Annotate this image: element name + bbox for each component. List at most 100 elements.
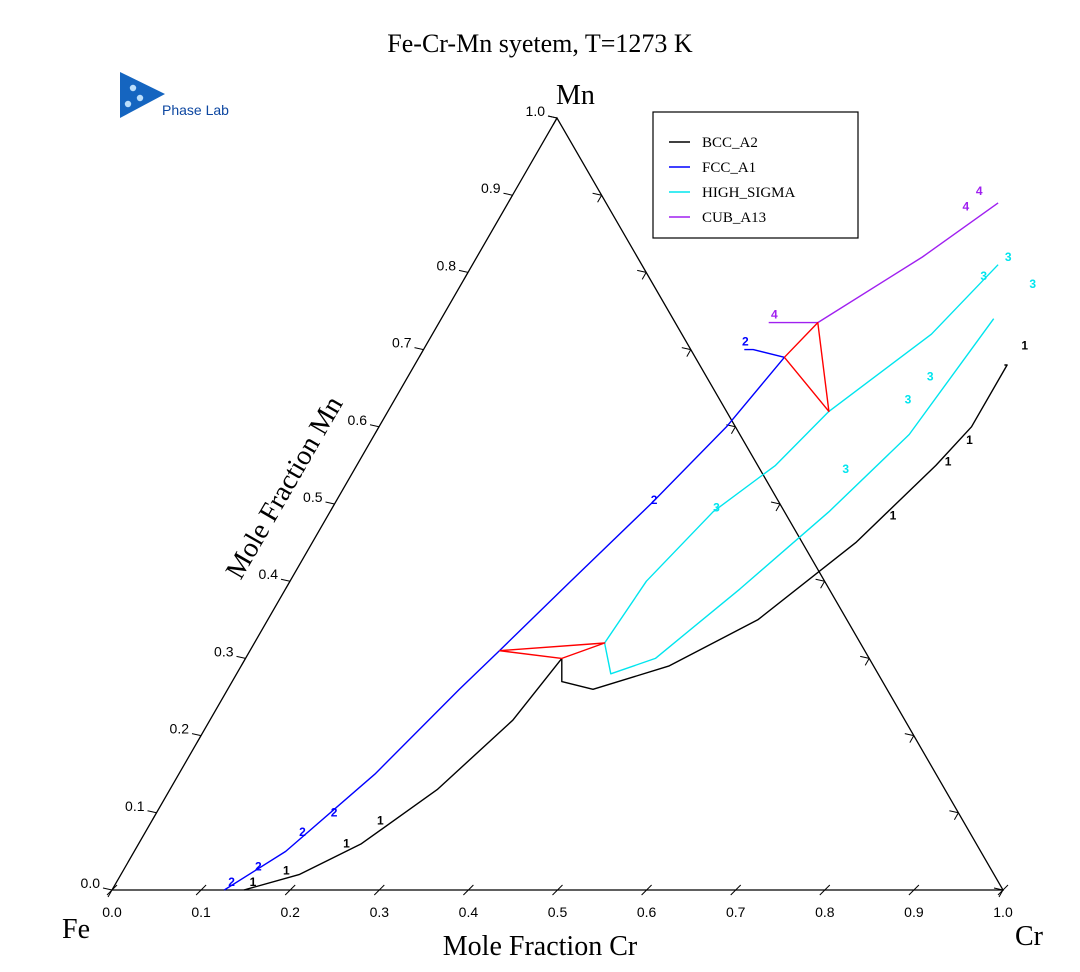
series-marker-label: 1 bbox=[377, 813, 384, 827]
series-marker-label: 1 bbox=[343, 837, 350, 851]
series-line-high-sigma bbox=[603, 318, 995, 675]
y-tick-label: 0.9 bbox=[481, 180, 501, 196]
y-tick-mark bbox=[191, 733, 202, 737]
x-tick-mark bbox=[557, 884, 563, 891]
y-tick-label: 0.0 bbox=[81, 875, 101, 891]
x-tick-mark bbox=[468, 884, 474, 891]
x-tick-label: 0.7 bbox=[726, 904, 746, 920]
series-marker-label: 3 bbox=[905, 393, 912, 407]
y-tick-label: 0.2 bbox=[170, 721, 190, 737]
series-marker-label: 4 bbox=[962, 200, 969, 214]
series-marker-label: 2 bbox=[742, 335, 749, 349]
series-marker-label: 3 bbox=[713, 501, 720, 515]
y-tick-mark bbox=[414, 347, 424, 351]
logo-text: Phase Lab bbox=[162, 102, 229, 118]
y-tick-mark bbox=[374, 426, 380, 435]
y-axis-label: Mole Fraction Mn bbox=[220, 391, 350, 584]
x-tick-mark bbox=[378, 884, 385, 891]
series-line-cub-a13 bbox=[768, 202, 999, 324]
series-marker-label: 1 bbox=[1021, 339, 1028, 353]
x-tick-label: 0.9 bbox=[904, 904, 924, 920]
logo-node-2 bbox=[136, 94, 144, 102]
y-tick-mark bbox=[419, 349, 424, 357]
right-tick-mark bbox=[775, 503, 781, 512]
y-tick-mark bbox=[152, 812, 157, 821]
y-tick-mark bbox=[196, 735, 202, 743]
x-tick-label: 0.4 bbox=[459, 904, 479, 920]
right-tick-mark bbox=[953, 812, 959, 821]
legend-label: BCC_A2 bbox=[702, 135, 758, 151]
y-tick-label: 0.8 bbox=[437, 257, 457, 273]
x-tick-mark bbox=[913, 884, 920, 891]
y-tick-mark bbox=[107, 889, 113, 898]
right-tick-mark bbox=[904, 733, 914, 737]
series-marker-label: 4 bbox=[771, 308, 778, 322]
y-tick-mark bbox=[330, 503, 335, 512]
x-tick-mark bbox=[908, 889, 915, 896]
x-tick-label: 0.1 bbox=[191, 904, 211, 920]
x-tick-label: 0.8 bbox=[815, 904, 835, 920]
series-line-fcc-a1 bbox=[744, 348, 785, 358]
right-tick-mark bbox=[820, 580, 826, 589]
series-marker-label: 1 bbox=[966, 433, 973, 447]
x-tick-label: 0.0 bbox=[102, 904, 122, 920]
y-tick-mark bbox=[369, 424, 380, 428]
x-tick-mark bbox=[1002, 884, 1009, 891]
x-tick-mark bbox=[735, 884, 742, 891]
right-tick-mark bbox=[592, 192, 602, 196]
legend: BCC_A2 FCC_A1 HIGH_SIGMA CUB_A13 bbox=[652, 111, 859, 239]
x-axis-label: Mole Fraction Cr bbox=[443, 931, 638, 962]
right-tick-mark bbox=[909, 735, 915, 743]
x-tick-mark bbox=[284, 889, 291, 896]
x-tick-mark bbox=[997, 889, 1004, 896]
y-tick-mark bbox=[102, 887, 113, 891]
series-marker-label: 2 bbox=[228, 875, 235, 889]
series-line-fcc-a1 bbox=[498, 356, 785, 652]
logo-node-3 bbox=[124, 100, 132, 108]
x-tick-mark bbox=[111, 884, 118, 891]
series-marker-label: 1 bbox=[945, 454, 952, 468]
y-tick-mark bbox=[458, 269, 469, 273]
x-tick-mark bbox=[646, 884, 652, 891]
series-marker-label: 3 bbox=[927, 369, 934, 383]
y-tick-label: 0.1 bbox=[125, 798, 145, 814]
corner-label-cr: Cr bbox=[1015, 921, 1044, 952]
x-tick-mark bbox=[730, 889, 737, 896]
y-tick-label: 0.5 bbox=[303, 489, 323, 505]
series-marker-label: 1 bbox=[250, 875, 257, 889]
series-marker-label: 1 bbox=[890, 508, 897, 522]
y-tick-mark bbox=[325, 501, 335, 505]
y-tick-mark bbox=[463, 272, 469, 280]
series-line-high-sigma bbox=[604, 264, 999, 644]
series-marker-label: 1 bbox=[283, 864, 290, 878]
y-tick-label: 0.3 bbox=[214, 643, 234, 659]
right-tick-mark bbox=[770, 501, 781, 505]
y-tick-mark bbox=[285, 580, 291, 589]
phase-lab-logo: Phase Lab bbox=[120, 72, 229, 118]
y-tick-label: 1.0 bbox=[526, 103, 546, 119]
series-line-bcc-a2 bbox=[561, 364, 1008, 690]
y-tick-mark bbox=[241, 658, 246, 666]
legend-label: HIGH_SIGMA bbox=[702, 185, 796, 201]
series-marker-label: 2 bbox=[299, 825, 306, 839]
logo-play-icon bbox=[120, 72, 165, 118]
right-tick-mark bbox=[815, 578, 825, 582]
y-tick-mark bbox=[503, 192, 513, 196]
series-line-bcc-a2 bbox=[243, 657, 563, 891]
series-marker-label: 2 bbox=[255, 860, 262, 874]
x-tick-label: 0.3 bbox=[370, 904, 390, 920]
right-tick-mark bbox=[637, 269, 647, 273]
x-tick-mark bbox=[195, 889, 202, 896]
right-tick-mark bbox=[597, 194, 603, 203]
x-tick-mark bbox=[819, 889, 826, 896]
right-tick-mark bbox=[864, 658, 870, 666]
series-line-tie-triangles bbox=[499, 642, 606, 660]
right-tick-mark bbox=[686, 349, 692, 357]
x-tick-label: 1.0 bbox=[993, 904, 1013, 920]
legend-label: FCC_A1 bbox=[702, 160, 756, 176]
x-tick-mark bbox=[200, 884, 207, 891]
x-tick-label: 0.5 bbox=[548, 904, 568, 920]
series-marker-label: 4 bbox=[976, 184, 983, 198]
right-tick-mark bbox=[681, 347, 691, 351]
